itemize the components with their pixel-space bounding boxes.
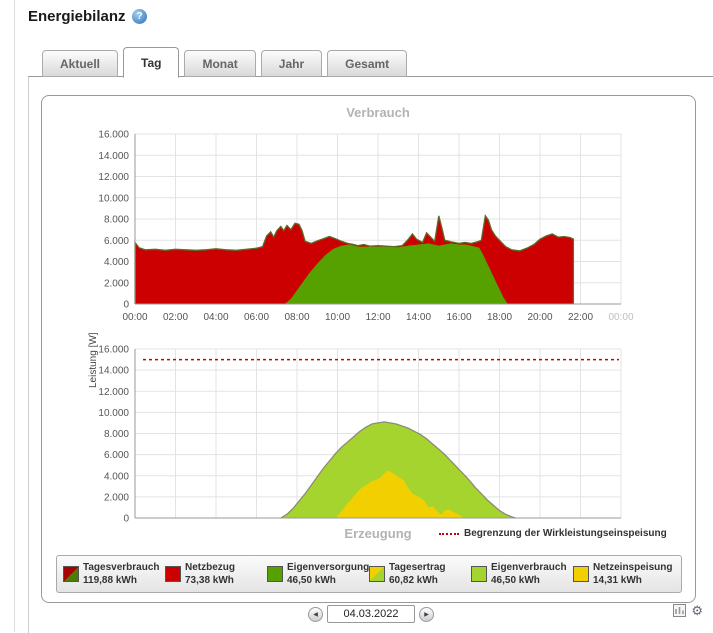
verbrauch-chart: 0 2.000 4.000 6.000 8.000 10.000 12.000 14.000 1… [80, 128, 680, 333]
tab-content-area: Verbrauch 0 2.000 4.000 6.000 8.000 10.000 12.… [28, 76, 713, 633]
legend-label: Eigenverbrauch [491, 562, 567, 573]
svg-text:4.000: 4.000 [104, 257, 129, 268]
legend-label: Netzeinspeisung [593, 562, 673, 573]
legend-box: Tagesverbrauch 119,88 kWh Netzbezug 73,38 k… [56, 555, 682, 593]
svg-text:10.000: 10.000 [98, 408, 129, 419]
chart-title-verbrauch: Verbrauch [346, 105, 410, 120]
legend-value: 119,88 kWh [83, 575, 137, 586]
svg-text:10.000: 10.000 [98, 193, 129, 204]
svg-text:12.000: 12.000 [98, 172, 129, 183]
legend-label: Netzbezug [185, 562, 235, 573]
legend-item: Tagesertrag 60,82 kWh [369, 561, 471, 587]
legend-item: Netzeinspeisung 14,31 kWh [573, 561, 675, 587]
legend-value: 46,50 kWh [287, 575, 336, 586]
legend-value: 46,50 kWh [491, 575, 540, 586]
legend-label: Eigenversorgung [287, 562, 370, 573]
svg-text:16:00: 16:00 [446, 312, 471, 323]
svg-text:16.000: 16.000 [98, 130, 129, 141]
next-day-button[interactable]: ▶ [419, 606, 434, 622]
limit-line-label: Begrenzung der Wirkleistungseinspeisung [464, 528, 667, 539]
legend-value: 60,82 kWh [389, 575, 438, 586]
erzeugung-chart: 0 2.000 4.000 6.000 8.000 10.000 12.000 14.000 1… [80, 343, 680, 531]
svg-text:18:00: 18:00 [487, 312, 512, 323]
legend-item: Eigenversorgung 46,50 kWh [267, 561, 369, 587]
page-frame-line [14, 0, 15, 632]
svg-text:22:00: 22:00 [568, 312, 593, 323]
legend-label: Tagesertrag [389, 562, 446, 573]
date-navigation: ◀ ▶ [29, 605, 713, 623]
svg-text:0: 0 [123, 300, 129, 311]
legend-value: 14,31 kWh [593, 575, 642, 586]
chart-settings-icon[interactable] [672, 603, 687, 618]
legend-color-swatch [165, 566, 181, 582]
svg-text:12.000: 12.000 [98, 387, 129, 398]
svg-text:14:00: 14:00 [406, 312, 431, 323]
legend-color-swatch [63, 566, 79, 582]
verbrauch-plot: 0 2.000 4.000 6.000 8.000 10.000 12.000 14.000 1… [98, 130, 634, 324]
svg-text:2.000: 2.000 [104, 278, 129, 289]
svg-text:8.000: 8.000 [104, 215, 129, 226]
chart-title-erzeugung: Erzeugung [344, 526, 412, 541]
settings-gear-icon[interactable]: ⚙ [691, 603, 703, 618]
svg-text:6.000: 6.000 [104, 236, 129, 247]
limit-line-legend: Begrenzung der Wirkleistungseinspeisung [439, 528, 667, 539]
tab-jahr[interactable]: Jahr [260, 50, 323, 77]
tab-aktuell[interactable]: Aktuell [42, 50, 119, 77]
previous-day-button[interactable]: ◀ [308, 606, 323, 622]
tab-monat[interactable]: Monat [184, 50, 256, 77]
legend-color-swatch [369, 566, 385, 582]
svg-text:2.000: 2.000 [104, 492, 129, 503]
svg-text:02:00: 02:00 [163, 312, 188, 323]
svg-text:12:00: 12:00 [365, 312, 390, 323]
legend-color-swatch [573, 566, 589, 582]
tab-tag[interactable]: Tag [123, 47, 180, 78]
svg-text:10:00: 10:00 [325, 312, 350, 323]
page-title: Energiebilanz [28, 8, 126, 25]
tab-gesamt[interactable]: Gesamt [327, 50, 408, 77]
svg-text:16.000: 16.000 [98, 345, 129, 356]
svg-text:14.000: 14.000 [98, 366, 129, 377]
svg-text:00:00: 00:00 [608, 312, 633, 323]
date-input[interactable] [327, 605, 415, 623]
erzeugung-plot: 0 2.000 4.000 6.000 8.000 10.000 12.000 14.000 1… [98, 345, 622, 525]
svg-text:04:00: 04:00 [203, 312, 228, 323]
svg-text:20:00: 20:00 [527, 312, 552, 323]
svg-text:14.000: 14.000 [98, 151, 129, 162]
svg-text:08:00: 08:00 [284, 312, 309, 323]
legend-value: 73,38 kWh [185, 575, 234, 586]
svg-text:8.000: 8.000 [104, 429, 129, 440]
svg-text:0: 0 [123, 514, 129, 525]
chart-panel: Verbrauch 0 2.000 4.000 6.000 8.000 10.000 12.… [41, 95, 696, 603]
legend-item: Netzbezug 73,38 kWh [165, 561, 267, 587]
legend-color-swatch [267, 566, 283, 582]
corner-icons: ⚙ [672, 603, 703, 618]
dotted-line-icon [439, 532, 459, 535]
svg-text:06:00: 06:00 [244, 312, 269, 323]
legend-label: Tagesverbrauch [83, 562, 160, 573]
tabbar: Aktuell Tag Monat Jahr Gesamt [42, 46, 408, 78]
legend-color-swatch [471, 566, 487, 582]
svg-text:00:00: 00:00 [122, 312, 147, 323]
legend-item: Eigenverbrauch 46,50 kWh [471, 561, 573, 587]
svg-text:6.000: 6.000 [104, 450, 129, 461]
svg-text:4.000: 4.000 [104, 471, 129, 482]
legend-item: Tagesverbrauch 119,88 kWh [63, 561, 165, 587]
help-icon[interactable]: ? [132, 9, 147, 24]
